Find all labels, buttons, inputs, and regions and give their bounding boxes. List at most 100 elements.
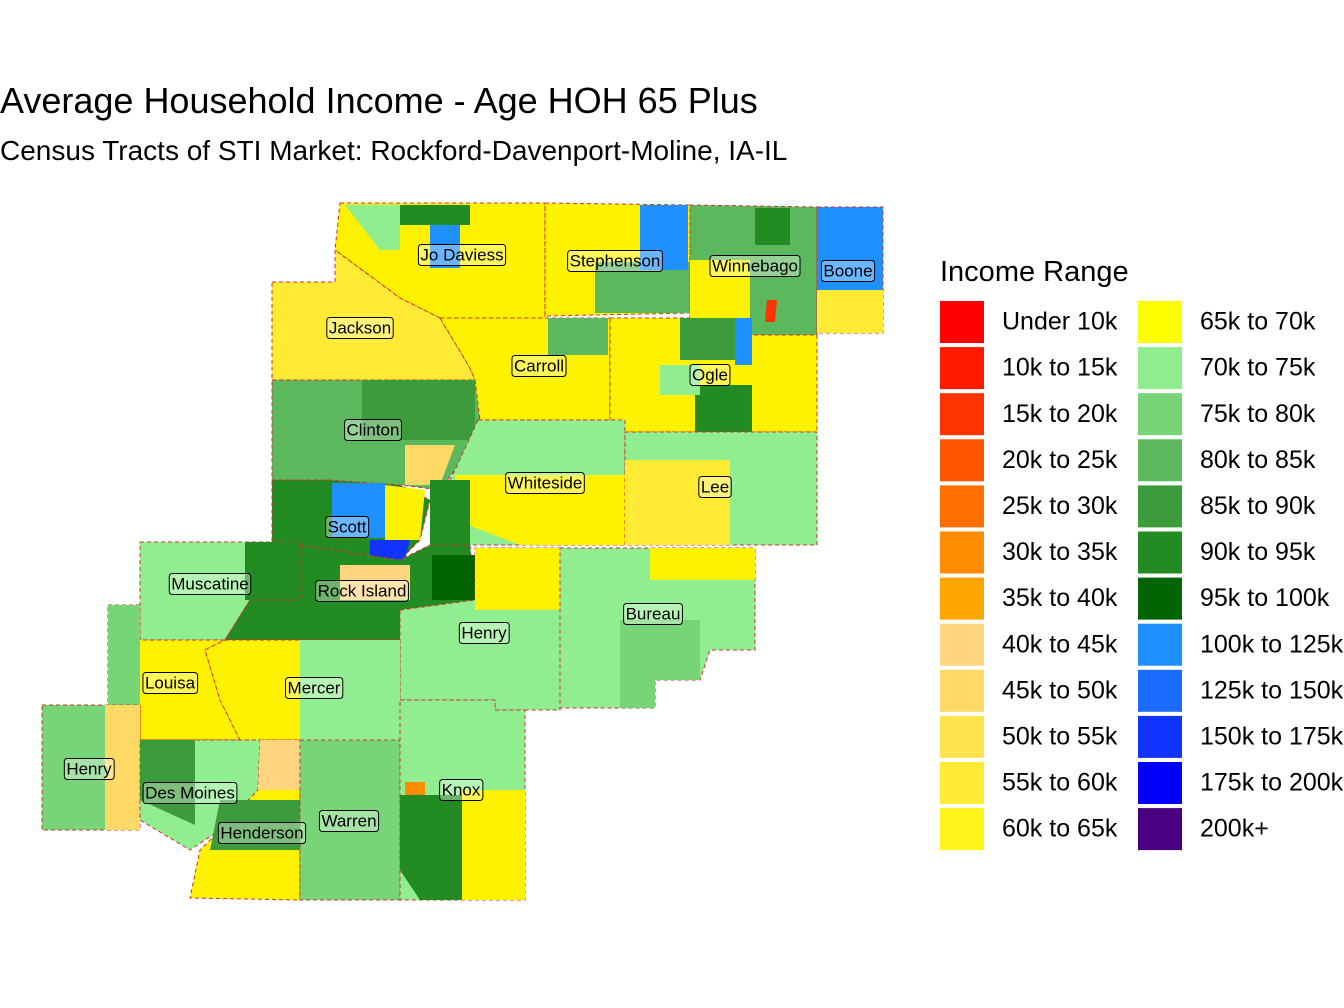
county-name: Clinton <box>347 420 400 439</box>
county-label: Henry <box>458 621 510 644</box>
legend-label: 95k to 100k <box>1200 584 1330 612</box>
legend-swatch <box>940 577 984 620</box>
legend-label: 55k to 60k <box>1002 769 1118 797</box>
legend-label: 125k to 150k <box>1200 676 1344 704</box>
tract <box>690 260 750 335</box>
tract <box>765 300 777 322</box>
legend-label: 30k to 35k <box>1002 538 1118 566</box>
tract <box>258 740 300 790</box>
label-box <box>285 676 344 699</box>
tract <box>455 475 625 545</box>
county-label: Henry <box>63 757 115 780</box>
county-label: Winnebago <box>709 254 801 277</box>
legend-swatch <box>940 531 984 574</box>
county-label: Mercer <box>285 676 344 699</box>
legend-label: 175k to 200k <box>1200 769 1344 797</box>
tract <box>625 460 730 545</box>
county-name: Bureau <box>626 604 681 623</box>
tract <box>430 480 470 545</box>
county-label: Henderson <box>217 821 307 844</box>
tract <box>640 205 688 270</box>
tract <box>650 548 755 580</box>
tract <box>430 225 460 268</box>
tract <box>695 385 752 432</box>
legend-label: 75k to 80k <box>1200 400 1316 428</box>
tract <box>370 540 410 560</box>
legend-label: 85k to 90k <box>1200 492 1316 520</box>
legend-swatch <box>1138 808 1182 851</box>
county-label: Boone <box>820 259 876 282</box>
county-label: Knox <box>439 778 484 801</box>
legend-swatch <box>1138 531 1182 574</box>
county-label: Stephenson <box>567 249 663 272</box>
tract <box>735 318 752 365</box>
legend-swatch <box>940 301 984 343</box>
county-name: Boone <box>823 261 872 280</box>
county-name: Warren <box>321 811 376 830</box>
county-label: Jo Daviess <box>417 243 507 266</box>
label-box <box>511 354 567 377</box>
label-box <box>567 249 663 272</box>
tract <box>548 318 608 355</box>
legend-swatch <box>1138 347 1182 390</box>
label-box <box>142 781 238 804</box>
county-labels: Jo Daviess Stephenson Winnebago Boone Ja… <box>63 243 876 844</box>
county-label: Bureau <box>623 602 683 625</box>
county-name: Jackson <box>329 318 391 337</box>
label-box <box>709 254 801 277</box>
county-label: Ogle <box>689 363 731 386</box>
tract <box>400 795 462 900</box>
tract <box>462 790 525 900</box>
legend-swatch <box>1138 669 1182 712</box>
legend-label: 15k to 20k <box>1002 400 1118 428</box>
legend-swatch <box>940 669 984 712</box>
map <box>41 202 884 901</box>
label-box <box>439 778 484 801</box>
label-box <box>623 602 683 625</box>
tract <box>345 205 400 250</box>
tract <box>340 565 410 600</box>
county-label: Scott <box>325 515 370 538</box>
legend-swatch <box>940 347 984 390</box>
county-name: Stephenson <box>570 251 661 270</box>
legend-swatch <box>1138 623 1182 666</box>
label-box <box>505 471 585 494</box>
label-box <box>315 579 409 602</box>
county-label: Jackson <box>326 316 394 339</box>
label-box <box>458 621 510 644</box>
tract <box>620 620 700 708</box>
county-name: Carroll <box>514 356 564 375</box>
label-box <box>168 572 252 595</box>
legend-swatch <box>1138 439 1182 482</box>
county-name: Henderson <box>220 823 303 842</box>
tract <box>755 208 790 245</box>
legend-label: Under 10k <box>1002 308 1118 336</box>
county-name: Rock Island <box>318 581 407 600</box>
legend-label: 90k to 95k <box>1200 538 1316 566</box>
legend-label: 70k to 75k <box>1200 354 1316 382</box>
legend-label: 50k to 55k <box>1002 723 1118 751</box>
county-name: Muscatine <box>171 574 248 593</box>
label-box <box>63 757 115 780</box>
tract <box>595 262 690 313</box>
tract <box>245 542 300 600</box>
county-label: Warren <box>318 809 380 832</box>
legend-label: 40k to 45k <box>1002 630 1118 658</box>
legend-swatch <box>1138 301 1182 343</box>
county-name: Henry <box>66 759 112 778</box>
legend-label: 200k+ <box>1200 815 1269 843</box>
county-name: Whiteside <box>508 473 583 492</box>
legend-label: 100k to 125k <box>1200 630 1344 658</box>
county-label: Louisa <box>142 671 199 694</box>
label-box <box>217 821 307 844</box>
label-box <box>820 259 876 282</box>
county-label: Rock Island <box>315 579 409 602</box>
tract <box>817 290 883 333</box>
label-box <box>325 515 370 538</box>
county-label: Whiteside <box>505 471 585 494</box>
label-box <box>326 316 394 339</box>
title: Average Household Income - Age HOH 65 Pl… <box>0 80 758 121</box>
legend-swatch <box>940 623 984 666</box>
tract <box>210 800 300 850</box>
